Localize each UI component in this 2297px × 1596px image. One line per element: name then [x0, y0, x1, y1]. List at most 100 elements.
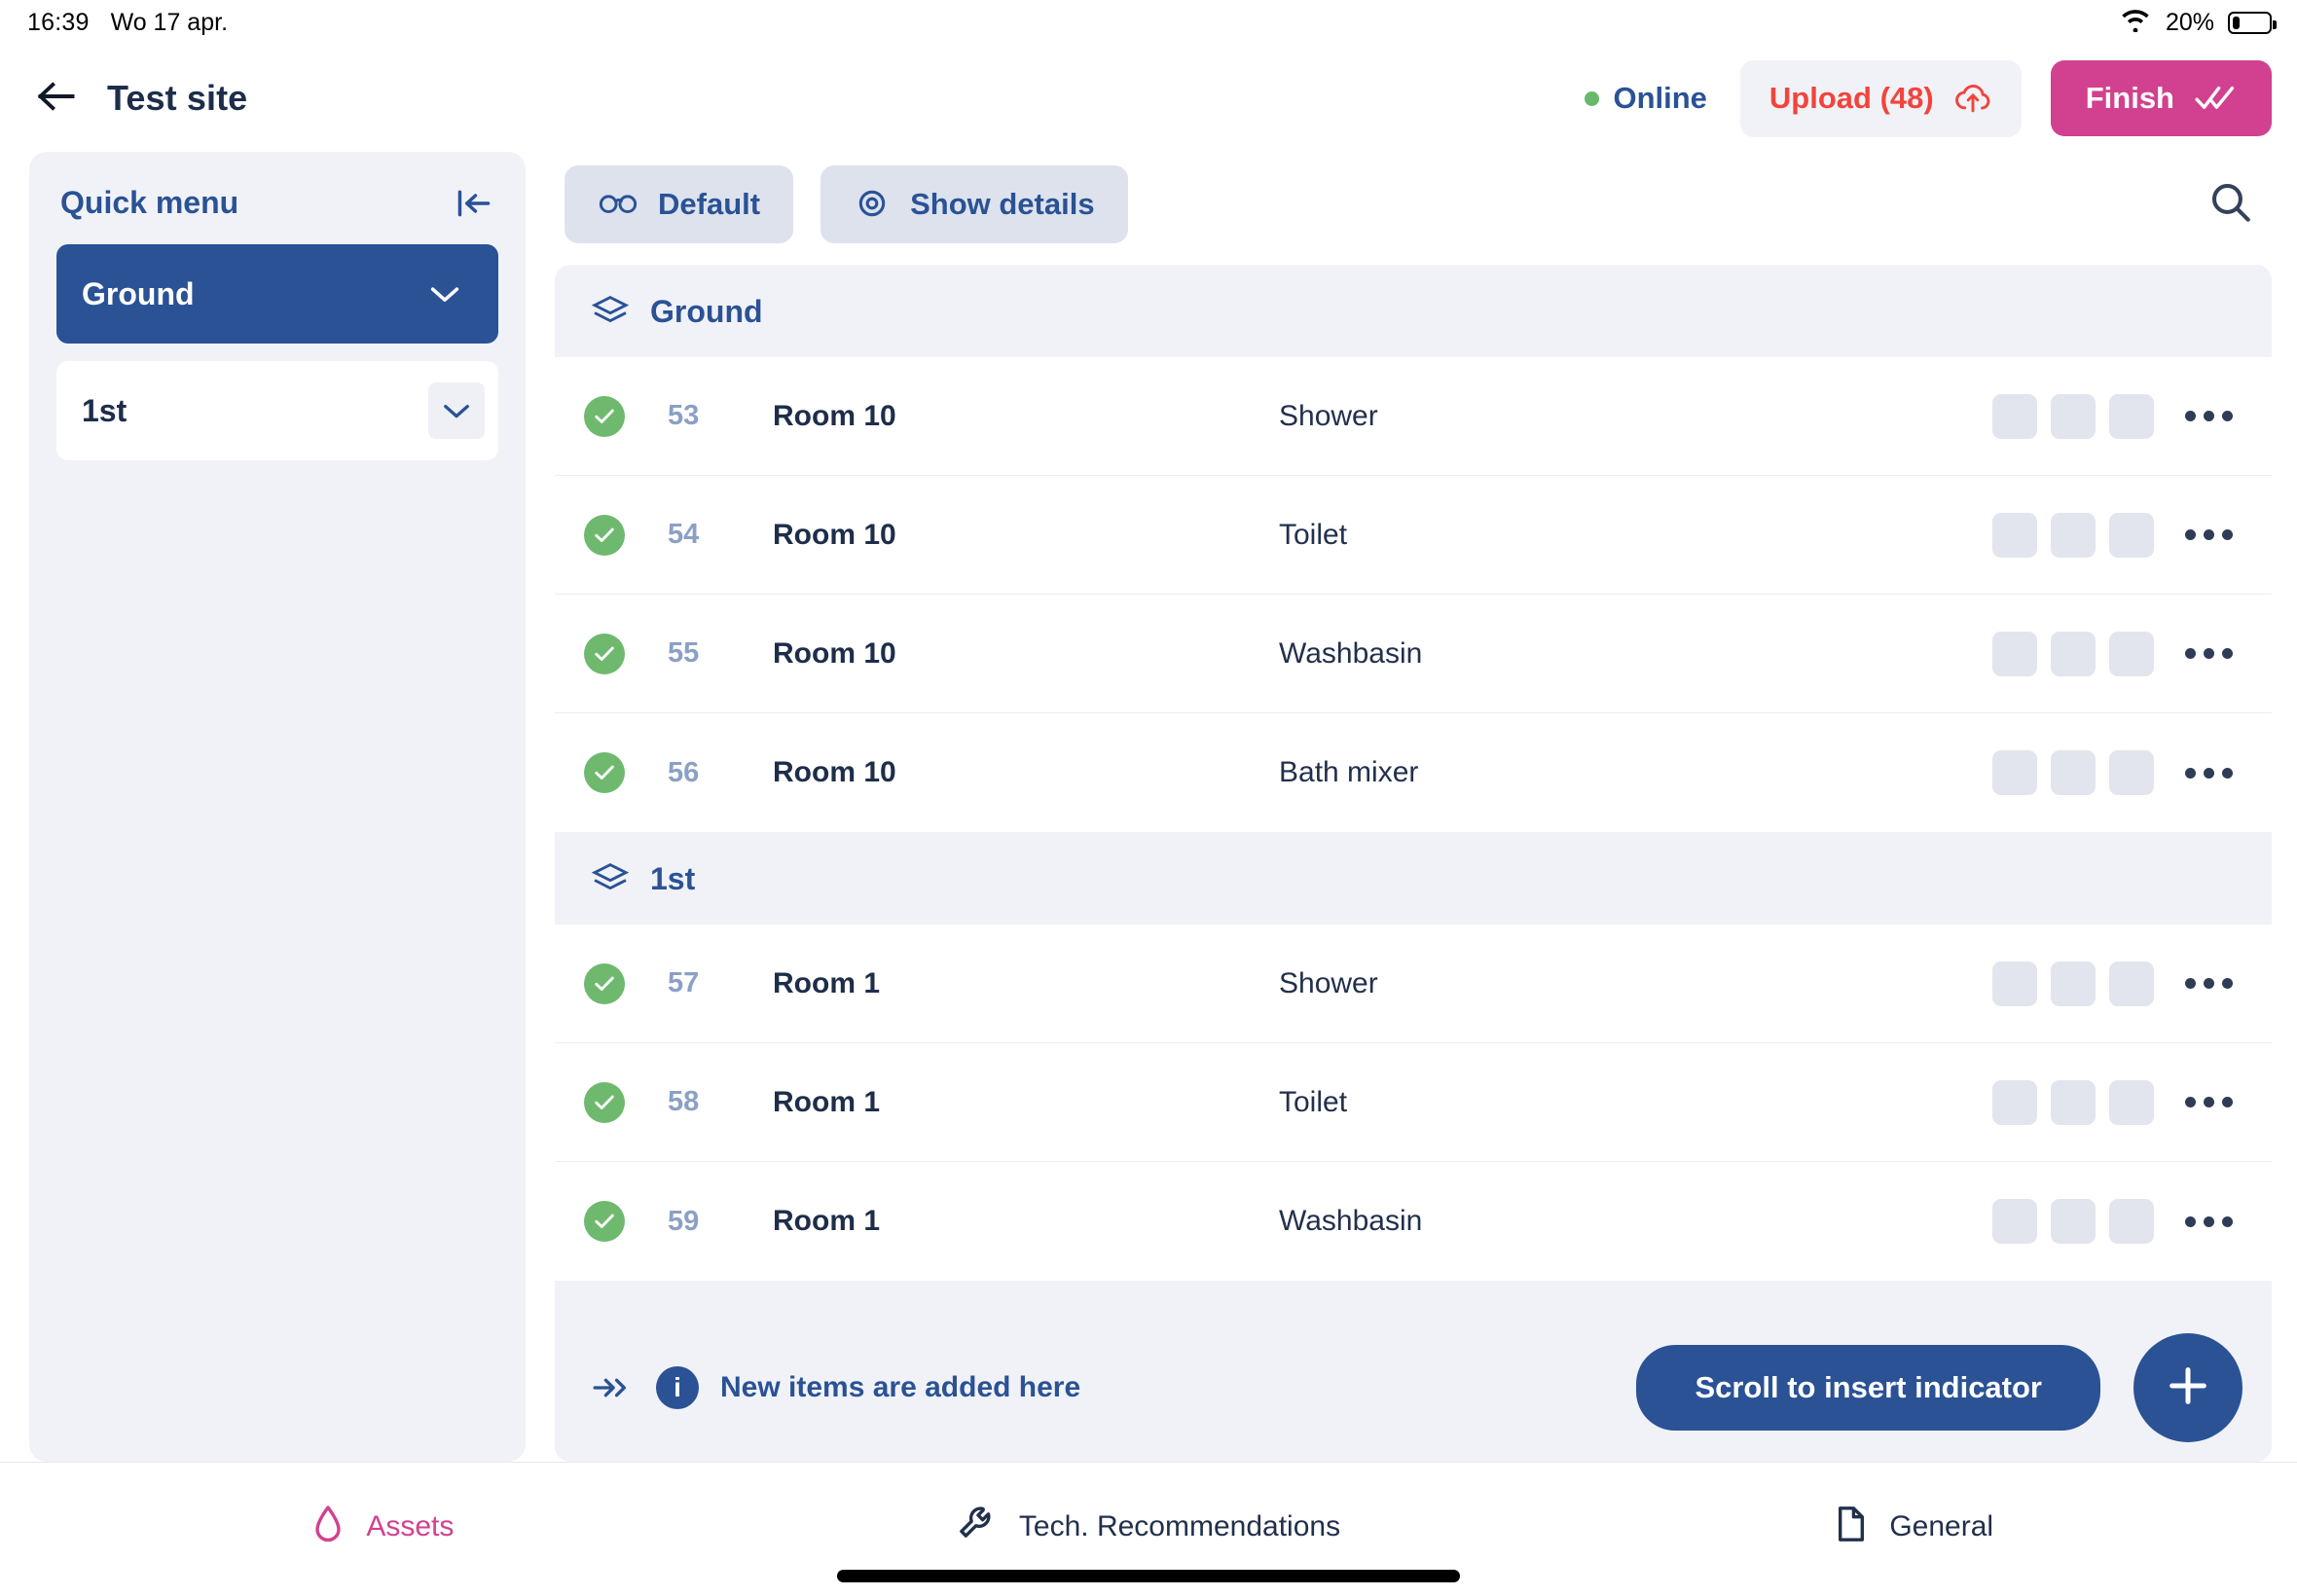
quick-menu-title: Quick menu — [60, 185, 239, 220]
badge-placeholder[interactable] — [2051, 393, 2096, 439]
badge-placeholder[interactable] — [2109, 961, 2154, 1006]
more-horizontal-icon[interactable] — [2185, 767, 2233, 779]
layers-icon — [591, 294, 630, 330]
status-check-icon — [584, 633, 625, 674]
nav-item-general[interactable]: General — [1531, 1463, 2297, 1549]
row-badges — [1992, 1079, 2154, 1125]
row-number: 59 — [668, 1205, 700, 1237]
eye-icon — [854, 189, 891, 221]
badge-placeholder[interactable] — [2109, 512, 2154, 558]
app-bar: Test site Online Upload (48) Finish — [0, 45, 2297, 152]
status-date: Wo 17 apr. — [110, 8, 229, 36]
row-room-name: Room 10 — [773, 636, 896, 670]
status-bar: 16:39 Wo 17 apr. 20% — [0, 0, 2297, 45]
app-bar-actions: Online Upload (48) Finish — [1585, 59, 2272, 137]
table-row[interactable]: 56 Room 10 Bath mixer — [555, 713, 2272, 832]
upload-button[interactable]: Upload (48) — [1739, 59, 2022, 137]
badge-placeholder[interactable] — [2051, 1199, 2096, 1244]
status-check-icon — [584, 752, 625, 793]
double-arrow-right-icon[interactable] — [592, 1374, 631, 1401]
water-drop-icon — [311, 1504, 345, 1549]
badge-placeholder[interactable] — [1992, 393, 2037, 439]
chevron-down-icon[interactable] — [417, 266, 473, 322]
table-row[interactable]: 58 Room 1 Toilet — [555, 1043, 2272, 1162]
table-row[interactable]: 57 Room 1 Shower — [555, 925, 2272, 1043]
badge-placeholder[interactable] — [1992, 512, 2037, 558]
view-mode-default-button[interactable]: Default — [565, 165, 794, 243]
section-title: 1st — [650, 861, 696, 896]
row-room-name: Room 1 — [773, 966, 881, 999]
badge-placeholder[interactable] — [1992, 631, 2037, 676]
section-header-ground: Ground — [555, 265, 2272, 357]
row-room-name: Room 10 — [773, 399, 896, 432]
badge-placeholder[interactable] — [2051, 750, 2096, 795]
more-horizontal-icon[interactable] — [2185, 529, 2233, 540]
content-area: Quick menu Ground 1st — [0, 152, 2297, 1462]
badge-placeholder[interactable] — [1992, 1199, 2037, 1244]
double-check-icon — [2194, 82, 2237, 116]
row-badges — [1992, 631, 2154, 676]
quick-menu-sidebar: Quick menu Ground 1st — [29, 152, 526, 1462]
row-badges — [1992, 750, 2154, 795]
more-horizontal-icon[interactable] — [2185, 648, 2233, 659]
table-row[interactable]: 53 Room 10 Shower — [555, 357, 2272, 476]
row-badges — [1992, 512, 2154, 558]
badge-placeholder[interactable] — [2051, 961, 2096, 1006]
battery-percent-label: 20% — [2165, 8, 2214, 36]
badge-placeholder[interactable] — [1992, 750, 2037, 795]
status-check-icon — [584, 514, 625, 556]
upload-button-label: Upload (48) — [1768, 81, 1934, 115]
more-horizontal-icon[interactable] — [2185, 411, 2233, 421]
badge-placeholder[interactable] — [2109, 631, 2154, 676]
badge-placeholder[interactable] — [2051, 631, 2096, 676]
insert-hint-label: New items are added here — [720, 1371, 1081, 1403]
badge-placeholder[interactable] — [1992, 1079, 2037, 1125]
table-row[interactable]: 54 Room 10 Toilet — [555, 476, 2272, 595]
page-title: Test site — [107, 78, 248, 118]
battery-icon — [2228, 11, 2277, 34]
row-description: Toilet — [1279, 1085, 1348, 1118]
table-row[interactable]: 55 Room 10 Washbasin — [555, 595, 2272, 713]
badge-placeholder[interactable] — [2051, 1079, 2096, 1125]
badge-placeholder[interactable] — [2109, 750, 2154, 795]
finish-button-label: Finish — [2085, 81, 2174, 115]
sidebar-item-label: 1st — [82, 392, 128, 428]
row-description: Bath mixer — [1279, 756, 1419, 788]
nav-item-label: Assets — [366, 1509, 455, 1542]
row-room-name: Room 10 — [773, 518, 896, 551]
finish-button[interactable]: Finish — [2050, 60, 2272, 136]
badge-placeholder[interactable] — [2109, 1199, 2154, 1244]
table-row[interactable]: 59 Room 1 Washbasin — [555, 1162, 2272, 1281]
scroll-to-insert-indicator-button[interactable]: Scroll to insert indicator — [1636, 1345, 2100, 1431]
badge-placeholder[interactable] — [2109, 1079, 2154, 1125]
row-room-name: Room 1 — [773, 1085, 881, 1118]
row-badges — [1992, 1199, 2154, 1244]
nav-item-tech-recommendations[interactable]: Tech. Recommendations — [766, 1463, 1532, 1549]
badge-placeholder[interactable] — [1992, 961, 2037, 1006]
cloud-upload-icon — [1953, 81, 1992, 117]
search-button[interactable] — [2200, 173, 2262, 236]
chevron-down-icon[interactable] — [428, 382, 485, 439]
badge-placeholder[interactable] — [2109, 393, 2154, 439]
sidebar-item-ground[interactable]: Ground — [56, 244, 498, 344]
plus-icon — [2164, 1361, 2212, 1415]
show-details-button[interactable]: Show details — [820, 165, 1128, 243]
connection-status: Online — [1585, 81, 1707, 116]
more-horizontal-icon[interactable] — [2185, 1215, 2233, 1227]
row-number: 54 — [668, 519, 700, 550]
back-button[interactable] — [33, 75, 80, 122]
back-arrow-icon — [36, 79, 77, 119]
document-icon — [1835, 1504, 1868, 1549]
more-horizontal-icon[interactable] — [2185, 978, 2233, 989]
sidebar-item-1st[interactable]: 1st — [56, 361, 498, 460]
badge-placeholder[interactable] — [2051, 512, 2096, 558]
nav-item-assets[interactable]: Assets — [0, 1463, 766, 1549]
section-rows-1st: 57 Room 1 Shower — [555, 925, 2272, 1281]
wifi-icon — [2119, 7, 2152, 39]
more-horizontal-icon[interactable] — [2185, 1097, 2233, 1107]
collapse-left-icon[interactable] — [456, 188, 492, 219]
nav-item-label: Tech. Recommendations — [1018, 1509, 1341, 1542]
home-indicator — [837, 1570, 1460, 1582]
add-item-button[interactable] — [2133, 1333, 2242, 1442]
status-dot-icon — [1585, 91, 1600, 106]
